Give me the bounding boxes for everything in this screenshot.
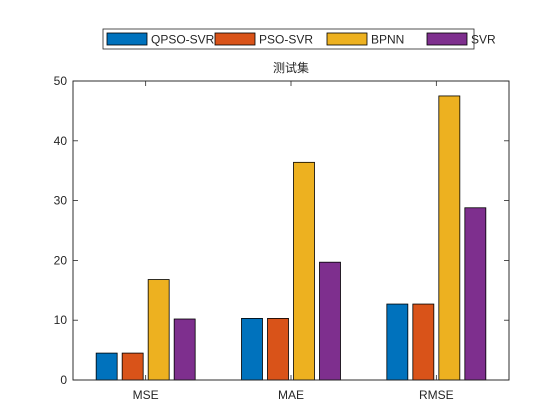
legend-swatch (214, 32, 256, 46)
axes-box (72, 80, 510, 381)
bar-svr-mae (319, 261, 341, 381)
bar-svr-mse (173, 318, 196, 381)
x-tick-label: MAE (278, 388, 304, 402)
legend: QPSO-SVR PSO-SVR BPNN SVR (102, 28, 496, 50)
legend-label: BPNN (371, 33, 404, 47)
y-tick-label: 30 (54, 194, 68, 208)
x-tick-label: RMSE (419, 388, 454, 402)
bar-qpso-svr-mse (95, 352, 118, 381)
legend-box (102, 28, 475, 50)
bar-pso-svr-rmse (412, 303, 435, 381)
bar-qpso-svr-mae (241, 318, 263, 381)
bar-svr-rmse (464, 207, 487, 381)
bar-qpso-svr-rmse (386, 303, 409, 381)
legend-label: PSO-SVR (259, 33, 313, 47)
legend-swatch (326, 32, 368, 46)
y-tick-label: 50 (54, 74, 68, 88)
plot-area: 0 10 20 30 40 50 MSE MAE RMSE (54, 74, 510, 402)
bar-pso-svr-mse (121, 352, 144, 381)
bar-bpnn-mse (147, 279, 170, 381)
legend-swatch (426, 32, 468, 46)
y-tick-label: 0 (60, 373, 67, 387)
axes-frame (72, 80, 510, 381)
bar-bpnn-rmse (438, 95, 461, 381)
y-tick-label: 40 (54, 134, 68, 148)
bar-bpnn-mae (293, 161, 315, 381)
y-tick-label: 10 (54, 313, 68, 327)
chart-title: 测试集 (273, 60, 309, 75)
legend-swatch (106, 32, 148, 46)
legend-label: SVR (471, 33, 496, 47)
y-tick-label: 20 (54, 253, 68, 267)
x-tick-label: MSE (133, 388, 159, 402)
bar-pso-svr-mae (267, 318, 289, 381)
legend-label: QPSO-SVR (151, 33, 215, 47)
